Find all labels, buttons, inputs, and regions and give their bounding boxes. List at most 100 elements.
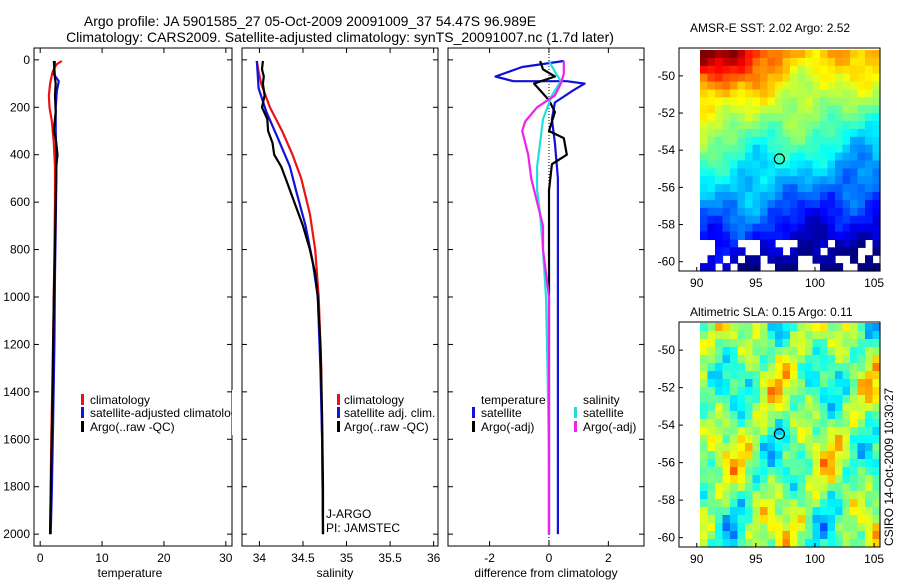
y-tick-label: -52: [658, 106, 676, 120]
heatmap-cell: [775, 371, 784, 380]
heatmap-cell: [707, 427, 716, 436]
heatmap-cell: [805, 97, 814, 106]
heatmap-cell: [827, 160, 836, 169]
heatmap-cell: [820, 152, 829, 162]
heatmap-cell: [722, 192, 731, 201]
heatmap-cell: [752, 207, 761, 217]
heatmap-cell: [722, 387, 731, 396]
heatmap-cell: [715, 459, 724, 468]
difference-panel: -2 0 2 difference from climatology tempera…: [447, 47, 645, 580]
heatmap-cell: [872, 467, 881, 476]
heatmap-cell: [707, 379, 716, 388]
heatmap-cell: [790, 176, 799, 185]
heatmap-cell: [835, 192, 844, 201]
heatmap-cell: [722, 231, 731, 241]
x-tick-label: 35.5: [378, 551, 402, 565]
heatmap-cell: [752, 331, 761, 340]
heatmap-cell: [700, 363, 709, 372]
heatmap-cell: [790, 231, 799, 241]
heatmap-cell: [850, 539, 859, 548]
heatmap-cell: [767, 81, 776, 91]
heatmap-cell: [767, 363, 776, 372]
heatmap-cell: [790, 113, 799, 122]
heatmap-cell: [752, 419, 761, 428]
heatmap-cell: [715, 323, 724, 332]
x-tick-label: 34: [253, 551, 267, 565]
heatmap-cell: [782, 192, 791, 201]
heatmap-cell: [835, 371, 844, 380]
heatmap-cell: [700, 467, 709, 476]
heatmap-cell: [752, 355, 761, 364]
heatmap-cell: [872, 419, 881, 428]
heatmap-cell: [745, 475, 754, 484]
heatmap-cell: [872, 459, 881, 468]
legend-label-temp-argo: Argo(-adj): [481, 420, 534, 434]
heatmap-cell: [857, 379, 866, 388]
x-tick-label: 10: [95, 551, 109, 565]
heatmap-cell: [820, 50, 829, 59]
heatmap-cell: [812, 507, 821, 516]
heatmap-cell: [730, 331, 739, 340]
heatmap-cell: [715, 192, 724, 201]
heatmap-cell: [707, 128, 716, 138]
heatmap-cell: [737, 121, 746, 130]
heatmap-cell: [805, 411, 814, 420]
y-tick-label: -50: [658, 69, 676, 83]
heatmap-cell: [820, 113, 829, 122]
heatmap-cell: [752, 144, 761, 154]
heatmap-cell: [715, 419, 724, 428]
heatmap-cell: [730, 65, 739, 75]
heatmap-cell: [752, 443, 761, 452]
heatmap-cell: [745, 65, 754, 75]
heatmap-cell: [797, 427, 806, 436]
heatmap-cell: [797, 65, 806, 75]
heatmap-cell: [752, 435, 761, 444]
heatmap-cell: [745, 263, 754, 272]
heatmap-cell: [715, 483, 724, 492]
heatmap-cell: [842, 176, 851, 185]
heatmap-cell: [737, 411, 746, 420]
heatmap-cell: [805, 215, 814, 225]
heatmap-cell: [865, 113, 874, 122]
heatmap-cell: [865, 331, 874, 340]
heatmap-cell: [865, 387, 874, 396]
heatmap-cell: [865, 379, 874, 388]
heatmap-cell: [812, 451, 821, 460]
heatmap-cell: [760, 475, 769, 484]
heatmap-cell: [805, 467, 814, 476]
heatmap-cell: [715, 451, 724, 460]
heatmap-cell: [700, 81, 709, 91]
heatmap-cell: [872, 347, 881, 356]
salinity-axes-frame: [241, 47, 439, 547]
heatmap-cell: [752, 73, 761, 83]
heatmap-cell: [827, 507, 836, 516]
heatmap-cell: [872, 239, 881, 248]
heatmap-cell: [865, 89, 874, 98]
heatmap-cell: [715, 355, 724, 364]
heatmap-cell: [700, 435, 709, 444]
heatmap-cell: [872, 199, 881, 209]
heatmap-cell: [707, 57, 716, 67]
heatmap-cell: [805, 339, 814, 348]
heatmap-cell: [737, 199, 746, 209]
legend-swatch-temp-argo: [472, 421, 475, 432]
heatmap-cell: [865, 339, 874, 348]
heatmap-cell: [737, 435, 746, 444]
heatmap-cell: [707, 215, 716, 225]
heatmap-cell: [767, 411, 776, 420]
heatmap-cell: [737, 363, 746, 372]
heatmap-cell: [745, 387, 754, 396]
heatmap-cell: [857, 483, 866, 492]
heatmap-cell: [850, 152, 859, 162]
heatmap-cell: [857, 231, 866, 241]
heatmap-cell: [820, 97, 829, 106]
heatmap-cell: [782, 499, 791, 508]
heatmap-cell: [782, 515, 791, 524]
heatmap-cell: [820, 105, 829, 114]
heatmap-cell: [805, 387, 814, 396]
y-tick-label: 1600: [3, 432, 30, 446]
heatmap-cell: [730, 363, 739, 372]
heatmap-cell: [730, 387, 739, 396]
heatmap-cell: [850, 50, 859, 59]
heatmap-cell: [797, 379, 806, 388]
